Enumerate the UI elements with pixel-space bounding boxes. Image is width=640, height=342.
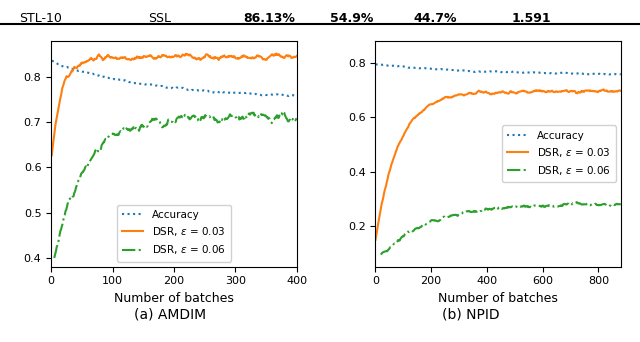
DSR, $\varepsilon$ = 0.06 (538, 204, 546, 208)
DSR, $\varepsilon$ = 0.03 (128, 57, 136, 62)
Line: Accuracy: Accuracy (376, 64, 621, 75)
DSR, $\varepsilon$ = 0.03 (226, 54, 234, 58)
DSR, $\varepsilon$ = 0.06 (562, 202, 570, 207)
DSR, $\varepsilon$ = 0.03 (372, 238, 380, 242)
Accuracy (469, 69, 477, 74)
Legend: Accuracy, DSR, $\varepsilon$ = 0.03, DSR, $\varepsilon$ = 0.06: Accuracy, DSR, $\varepsilon$ = 0.03, DSR… (117, 205, 230, 262)
DSR, $\varepsilon$ = 0.03 (48, 153, 56, 157)
DSR, $\varepsilon$ = 0.06 (405, 229, 413, 234)
Line: DSR, $\varepsilon$ = 0.03: DSR, $\varepsilon$ = 0.03 (376, 89, 621, 240)
DSR, $\varepsilon$ = 0.06 (547, 203, 555, 208)
Text: 54.9%: 54.9% (330, 12, 374, 25)
DSR, $\varepsilon$ = 0.03 (293, 54, 301, 58)
Accuracy (77, 69, 85, 74)
DSR, $\varepsilon$ = 0.06 (223, 117, 230, 121)
DSR, $\varepsilon$ = 0.06 (573, 200, 581, 204)
Accuracy (128, 80, 136, 84)
DSR, $\varepsilon$ = 0.03 (77, 62, 85, 66)
Accuracy (583, 73, 591, 77)
Accuracy (202, 89, 210, 93)
DSR, $\varepsilon$ = 0.03 (401, 130, 409, 134)
DSR, $\varepsilon$ = 0.03 (452, 94, 460, 98)
Accuracy (617, 72, 625, 76)
Accuracy (226, 91, 234, 95)
Line: DSR, $\varepsilon$ = 0.03: DSR, $\varepsilon$ = 0.03 (52, 54, 297, 155)
Accuracy (372, 62, 380, 66)
Text: STL-10: STL-10 (19, 12, 62, 25)
DSR, $\varepsilon$ = 0.03 (145, 54, 152, 58)
Accuracy (285, 94, 292, 98)
DSR, $\varepsilon$ = 0.06 (575, 201, 582, 206)
DSR, $\varepsilon$ = 0.06 (377, 253, 385, 257)
Accuracy (550, 71, 557, 75)
Line: DSR, $\varepsilon$ = 0.06: DSR, $\varepsilon$ = 0.06 (381, 202, 621, 255)
DSR, $\varepsilon$ = 0.06 (237, 116, 245, 120)
Accuracy (225, 91, 232, 95)
Text: SSL: SSL (148, 12, 172, 25)
DSR, $\varepsilon$ = 0.03 (548, 89, 556, 93)
DSR, $\varepsilon$ = 0.03 (550, 90, 557, 94)
DSR, $\varepsilon$ = 0.06 (557, 204, 564, 208)
Accuracy (48, 59, 56, 63)
Accuracy (401, 65, 409, 69)
Line: Accuracy: Accuracy (52, 61, 297, 96)
DSR, $\varepsilon$ = 0.06 (213, 119, 221, 123)
DSR, $\varepsilon$ = 0.03 (600, 87, 607, 91)
Text: 44.7%: 44.7% (413, 12, 457, 25)
DSR, $\varepsilon$ = 0.03 (469, 92, 477, 96)
DSR, $\varepsilon$ = 0.06 (280, 110, 287, 114)
X-axis label: Number of batches: Number of batches (438, 292, 558, 305)
Accuracy (526, 70, 534, 75)
Accuracy (293, 93, 301, 97)
DSR, $\varepsilon$ = 0.03 (202, 52, 210, 56)
Text: (a) AMDIM: (a) AMDIM (134, 307, 205, 321)
Text: 1.591: 1.591 (511, 12, 551, 25)
DSR, $\varepsilon$ = 0.03 (225, 55, 232, 59)
DSR, $\varepsilon$ = 0.06 (232, 115, 239, 119)
Accuracy (145, 82, 152, 87)
DSR, $\varepsilon$ = 0.06 (79, 170, 87, 174)
Line: DSR, $\varepsilon$ = 0.06: DSR, $\varepsilon$ = 0.06 (54, 112, 297, 258)
Accuracy (452, 69, 460, 73)
Accuracy (548, 71, 556, 75)
DSR, $\varepsilon$ = 0.06 (51, 256, 58, 260)
Text: 86.13%: 86.13% (243, 12, 295, 25)
DSR, $\varepsilon$ = 0.06 (250, 111, 257, 115)
DSR, $\varepsilon$ = 0.03 (273, 52, 280, 56)
DSR, $\varepsilon$ = 0.06 (617, 202, 625, 207)
DSR, $\varepsilon$ = 0.03 (617, 89, 625, 93)
Legend: Accuracy, DSR, $\varepsilon$ = 0.03, DSR, $\varepsilon$ = 0.06: Accuracy, DSR, $\varepsilon$ = 0.03, DSR… (502, 126, 616, 182)
DSR, $\varepsilon$ = 0.03 (526, 91, 534, 95)
Text: (b) NPID: (b) NPID (442, 307, 499, 321)
X-axis label: Number of batches: Number of batches (114, 292, 234, 305)
DSR, $\varepsilon$ = 0.06 (293, 116, 301, 120)
